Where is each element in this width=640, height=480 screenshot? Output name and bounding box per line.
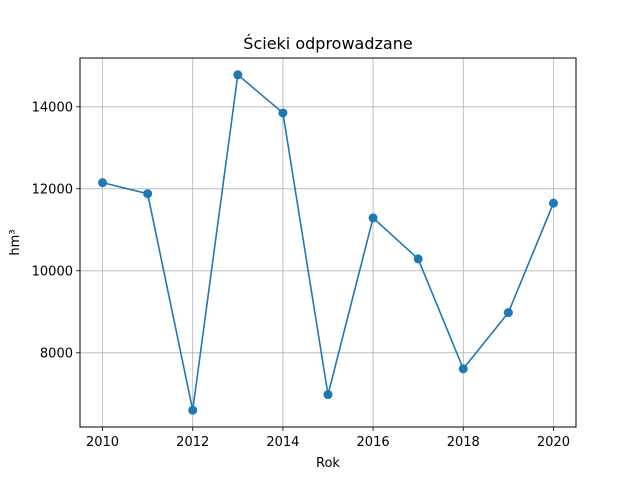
data-point [278,108,288,118]
axis-ticks: 2010 2012 2014 2016 2018 2020 8000 10000 12000 14… [32,100,570,450]
x-tick-label: 2018 [447,435,480,450]
data-point [503,308,513,318]
chart-title: Ścieki odprowadzane [243,34,412,53]
data-point [98,178,108,188]
x-tick-label: 2016 [357,435,390,450]
y-tick-label: 12000 [32,182,73,197]
data-point [548,198,558,208]
x-tick-label: 2010 [86,435,119,450]
y-tick-label: 8000 [40,346,73,361]
y-tick-label: 14000 [32,100,73,115]
x-axis-label: Rok [316,456,340,471]
series-layer [98,70,558,415]
x-tick-label: 2012 [176,435,209,450]
data-point [458,364,468,374]
x-tick-label: 2014 [266,435,299,450]
y-tick-label: 10000 [32,264,73,279]
plot-frame [79,57,577,428]
data-point [233,70,243,80]
x-tick-label: 2020 [537,435,570,450]
grid-lines [80,58,576,427]
data-point [188,405,198,415]
data-point [413,254,423,264]
data-point [368,213,378,223]
data-point [323,390,333,400]
data-point [143,189,153,199]
y-axis-label: hm³ [8,229,23,255]
